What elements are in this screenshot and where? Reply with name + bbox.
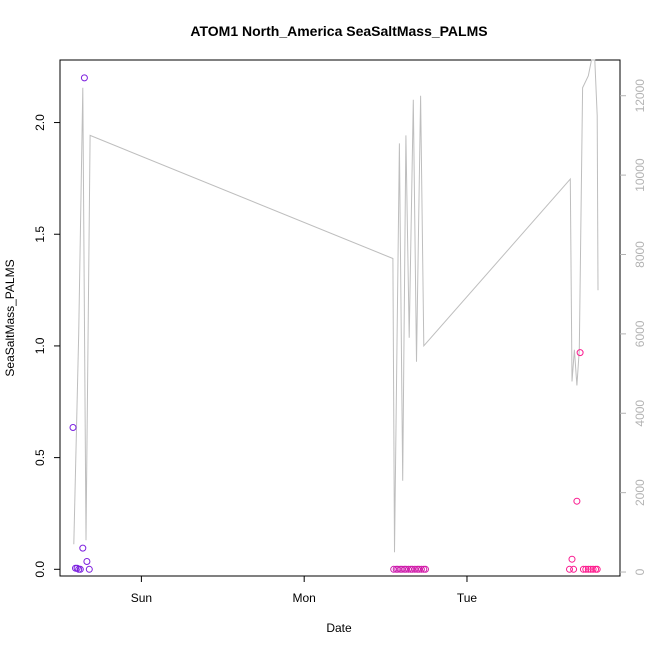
x-axis-label: Date [326, 621, 352, 635]
data-point-0 [69, 424, 77, 431]
y2-tick-label-0: 0 [633, 568, 647, 575]
x-tick-label-1: Mon [293, 591, 316, 605]
data-point-5 [79, 544, 87, 552]
y-axis-left: 0.0 0.5 1.0 1.5 2.0 [33, 114, 60, 578]
gray-series-line [73, 59, 599, 553]
data-point-29 [576, 349, 584, 357]
points-layer [69, 74, 601, 573]
data-point-4 [76, 565, 84, 573]
data-point-30 [579, 565, 587, 573]
y-tick-label-3: 1.5 [33, 226, 47, 243]
y-axis-right: 0 2000 4000 6000 8000 10000 12000 [620, 79, 647, 575]
data-point-27 [570, 565, 578, 573]
data-point-24 [422, 565, 429, 573]
x-tick-label-2: Tue [457, 591, 478, 605]
data-point-31 [582, 565, 590, 573]
data-point-25 [566, 565, 573, 573]
chart-title: ATOM1 North_America SeaSaltMass_PALMS [190, 23, 487, 39]
x-axis: Sun Mon Tue [131, 576, 478, 605]
gray-line-layer [73, 59, 599, 553]
x-tick-label-0: Sun [131, 591, 152, 605]
y-axis-label: SeaSaltMass_PALMS [3, 259, 17, 376]
data-point-8 [85, 565, 93, 573]
data-point-28 [573, 497, 581, 505]
data-point-2 [73, 564, 81, 572]
y2-tick-label-6: 12000 [633, 79, 647, 113]
y-tick-label-2: 1.0 [33, 337, 47, 354]
y2-tick-label-5: 10000 [633, 158, 647, 192]
y-tick-label-0: 0.0 [33, 561, 47, 578]
y2-tick-label-4: 8000 [633, 241, 647, 268]
y2-tick-label-3: 6000 [633, 320, 647, 347]
y-tick-label-1: 0.5 [33, 449, 47, 466]
y-tick-label-4: 2.0 [33, 114, 47, 131]
data-point-18 [408, 565, 416, 573]
data-point-32 [584, 565, 592, 573]
data-point-7 [83, 558, 91, 565]
y2-tick-label-1: 2000 [633, 479, 647, 506]
data-point-36 [593, 565, 601, 573]
plot-frame [59, 59, 621, 577]
data-point-26 [568, 555, 576, 563]
y2-tick-label-2: 4000 [633, 400, 647, 427]
data-point-22 [417, 565, 425, 573]
data-point-6 [80, 74, 88, 82]
data-point-34 [589, 565, 597, 573]
